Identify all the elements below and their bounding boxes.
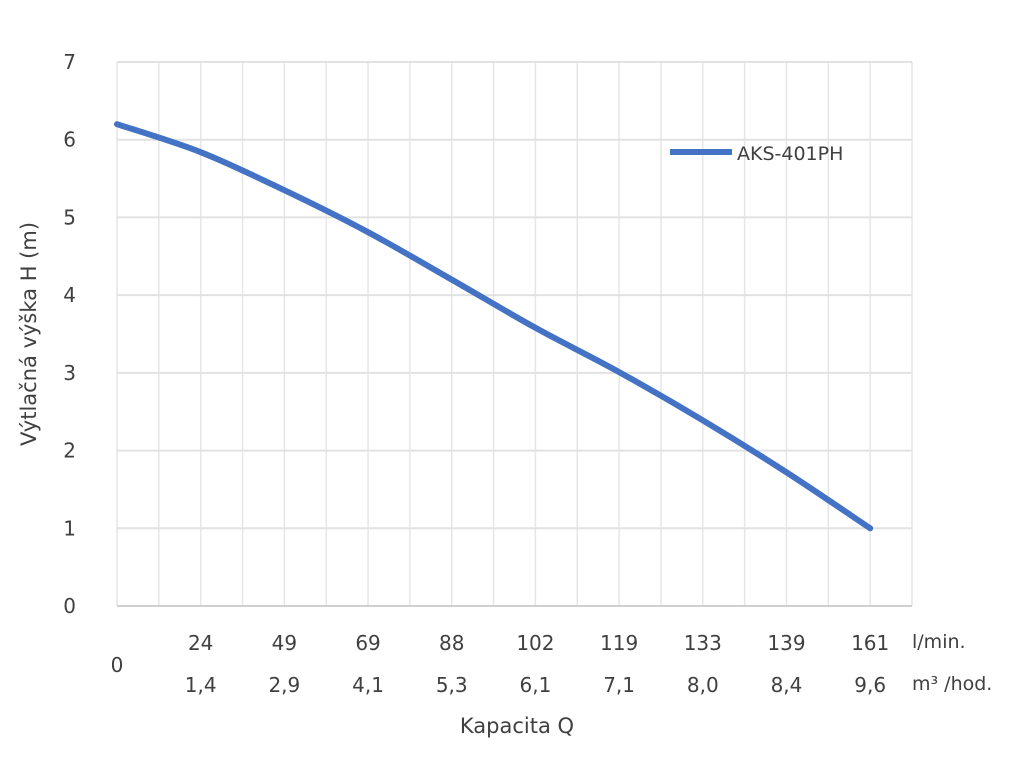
- x-unit-lmin: l/min.: [912, 631, 966, 653]
- y-tick-label: 2: [63, 439, 76, 463]
- series-line-aks-401ph: [114, 121, 874, 532]
- y-tick-label: 5: [63, 205, 76, 229]
- x-tick-label-lmin: 49: [272, 631, 297, 655]
- x-tick-label-m3h: 9,6: [854, 673, 886, 697]
- x-tick-label-lmin: 24: [188, 631, 213, 655]
- x-axis-title: Kapacita Q: [460, 714, 574, 738]
- x-tick-label-lmin: 0: [111, 653, 124, 677]
- x-unit-m3h: m³ /hod.: [912, 673, 992, 695]
- y-tick-label: 3: [63, 361, 76, 385]
- x-tick-label-m3h: 7,1: [603, 673, 635, 697]
- y-tick-label: 7: [63, 50, 76, 74]
- x-tick-label-m3h: 1,4: [185, 673, 217, 697]
- x-tick-label-m3h: 5,3: [436, 673, 468, 697]
- x-tick-label-lmin: 119: [600, 631, 638, 655]
- x-tick-label-m3h: 2,9: [268, 673, 300, 697]
- x-tick-label-m3h: 8,0: [687, 673, 719, 697]
- x-tick-label-m3h: 6,1: [520, 673, 552, 697]
- x-tick-label-lmin: 102: [516, 631, 554, 655]
- y-tick-label: 0: [63, 594, 76, 618]
- y-tick-label: 4: [63, 283, 76, 307]
- x-tick-label-lmin: 161: [851, 631, 889, 655]
- y-tick-label: 6: [63, 128, 76, 152]
- x-tick-label-m3h: 4,1: [352, 673, 384, 697]
- y-axis-title: Výtlačná výška H (m): [17, 222, 41, 446]
- x-tick-label-m3h: 8,4: [771, 673, 803, 697]
- y-tick-label: 1: [63, 516, 76, 540]
- x-tick-label-lmin: 88: [439, 631, 464, 655]
- x-tick-label-lmin: 133: [684, 631, 722, 655]
- x-tick-label-lmin: 139: [767, 631, 805, 655]
- x-tick-label-lmin: 69: [355, 631, 380, 655]
- legend-label: AKS-401PH: [737, 143, 843, 165]
